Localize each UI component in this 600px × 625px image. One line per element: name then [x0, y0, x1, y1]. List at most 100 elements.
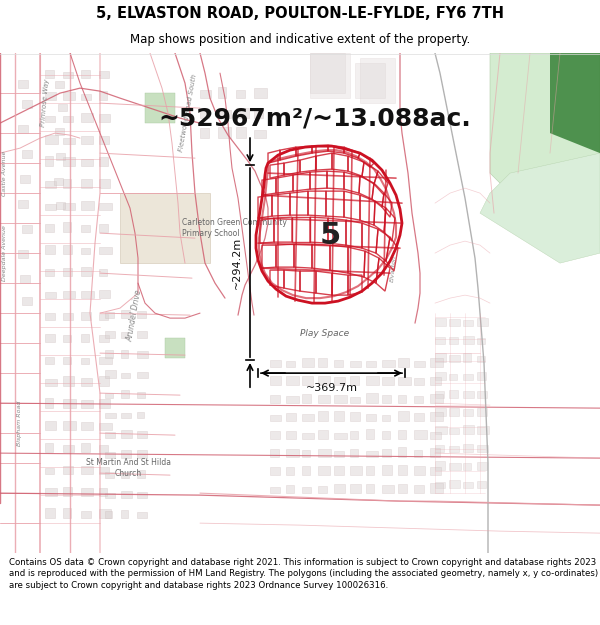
Bar — [334, 378, 345, 385]
Bar — [435, 391, 445, 398]
Bar — [254, 109, 263, 118]
Bar — [218, 109, 230, 118]
Bar — [270, 361, 281, 367]
Text: Play Space: Play Space — [301, 329, 350, 338]
Bar — [350, 376, 359, 385]
Bar — [99, 314, 109, 320]
Bar — [63, 376, 74, 386]
Bar — [350, 431, 358, 439]
Bar — [398, 484, 407, 493]
Bar — [270, 376, 281, 385]
Bar — [99, 357, 112, 364]
Bar — [99, 136, 109, 144]
Bar — [218, 88, 226, 98]
Bar — [105, 511, 112, 518]
Text: Fleetwood Road South: Fleetwood Road South — [178, 74, 197, 152]
Bar — [63, 466, 73, 474]
Bar — [45, 269, 55, 276]
Bar — [99, 114, 110, 122]
Bar — [398, 358, 409, 367]
Bar — [45, 292, 56, 298]
Bar — [318, 411, 328, 421]
Text: ~369.7m: ~369.7m — [305, 383, 358, 393]
Bar — [45, 135, 58, 144]
Bar — [81, 159, 93, 166]
Bar — [63, 291, 75, 298]
Bar — [382, 485, 394, 493]
Bar — [236, 127, 246, 138]
Bar — [366, 466, 374, 475]
Bar — [105, 331, 115, 338]
Bar — [99, 269, 107, 276]
Bar — [449, 463, 461, 470]
Bar — [302, 450, 310, 457]
Bar — [22, 100, 32, 108]
Bar — [45, 488, 56, 496]
Bar — [137, 470, 145, 478]
Polygon shape — [355, 63, 385, 98]
Bar — [99, 247, 112, 254]
Bar — [318, 466, 330, 475]
Bar — [137, 412, 145, 418]
Text: ~294.2m: ~294.2m — [232, 236, 242, 289]
Bar — [81, 71, 90, 78]
Bar — [99, 71, 109, 78]
Bar — [435, 353, 446, 362]
Bar — [463, 444, 473, 452]
Bar — [334, 432, 347, 439]
Bar — [435, 482, 445, 488]
Bar — [200, 128, 209, 138]
Bar — [45, 181, 56, 188]
Bar — [449, 428, 460, 434]
Bar — [121, 472, 130, 478]
Bar — [63, 222, 71, 232]
Bar — [318, 376, 330, 385]
Bar — [81, 112, 93, 122]
Bar — [254, 130, 266, 138]
Bar — [435, 444, 443, 452]
Text: Deepdale Avenue: Deepdale Avenue — [2, 225, 8, 281]
Bar — [414, 396, 424, 403]
Bar — [121, 332, 128, 338]
Bar — [350, 397, 360, 403]
Bar — [121, 449, 131, 458]
Bar — [99, 91, 107, 100]
Bar — [435, 372, 446, 380]
Bar — [63, 313, 73, 320]
Bar — [286, 361, 295, 367]
Bar — [105, 369, 116, 378]
Bar — [45, 204, 56, 210]
Bar — [430, 378, 441, 385]
Bar — [45, 357, 54, 364]
Bar — [99, 488, 107, 496]
Bar — [99, 335, 109, 342]
Bar — [398, 465, 407, 475]
Bar — [430, 467, 442, 475]
Bar — [137, 311, 146, 318]
Bar — [435, 318, 446, 326]
Bar — [81, 201, 94, 210]
Bar — [81, 248, 90, 254]
Bar — [45, 468, 54, 474]
Bar — [55, 128, 64, 135]
Polygon shape — [310, 53, 345, 93]
Bar — [449, 446, 458, 452]
Bar — [366, 376, 379, 385]
Bar — [99, 224, 108, 232]
Bar — [286, 376, 299, 385]
Bar — [45, 92, 56, 100]
Bar — [350, 484, 361, 493]
Bar — [22, 150, 32, 158]
Bar — [54, 178, 63, 185]
Bar — [22, 297, 32, 305]
Bar — [45, 398, 53, 408]
Bar — [99, 445, 107, 452]
Bar — [20, 275, 30, 283]
Bar — [45, 70, 53, 78]
Polygon shape — [165, 338, 185, 358]
Bar — [334, 360, 343, 367]
Text: Elvaston: Elvaston — [390, 254, 397, 282]
Bar — [366, 429, 374, 439]
Bar — [334, 484, 344, 493]
Bar — [414, 378, 424, 385]
